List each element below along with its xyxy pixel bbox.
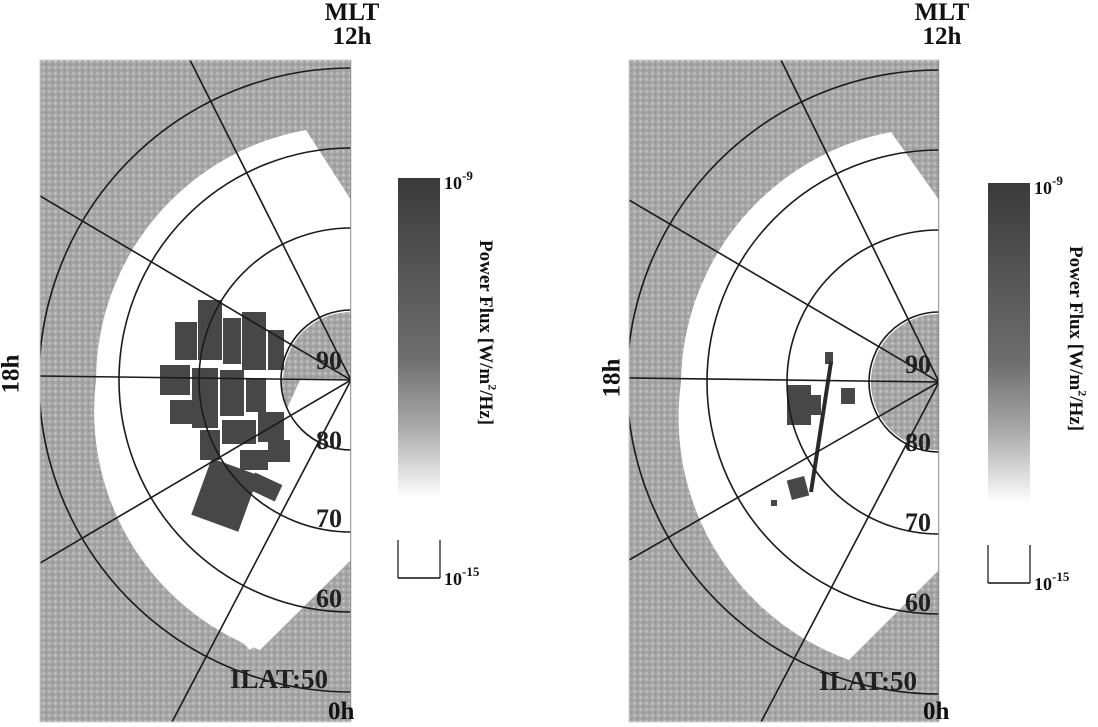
data-patch — [160, 365, 190, 395]
map-area — [629, 60, 939, 722]
data-patch — [170, 400, 192, 424]
colorbar — [988, 183, 1030, 583]
colorbar-min-label: 10-15 — [444, 564, 480, 589]
meridian-16h — [40, 195, 351, 381]
data-patches — [771, 352, 855, 506]
meridian-14h — [189, 60, 351, 381]
lat-circle-60 — [118, 147, 351, 613]
grid — [40, 60, 351, 722]
data-patch — [223, 318, 241, 364]
mlt-12h-label: 12h — [332, 23, 372, 50]
lat-label-80: 80 — [316, 426, 342, 455]
left-panel: MLT 12h 18h 0h 90 80 70 60 ILAT:50 10-9 … — [0, 0, 500, 725]
grid — [629, 60, 939, 722]
data-patch — [268, 330, 284, 370]
lat-circle-60 — [706, 149, 939, 615]
right-panel: MLT 12h 18h 0h 90 80 70 60 ILAT:50 10-9 … — [549, 0, 1098, 727]
mlt-18h-label: 18h — [598, 358, 626, 398]
map-frame — [39, 59, 352, 723]
mlt-0h-label: 0h — [923, 698, 950, 725]
meridian-20h — [629, 381, 939, 561]
meridian-22h — [760, 381, 939, 722]
mlt-title: MLT — [914, 0, 970, 26]
lat-circle-80 — [280, 309, 351, 451]
meridian-18h — [629, 377, 939, 383]
lat-label-70: 70 — [905, 508, 931, 537]
lat-label-60: 60 — [316, 584, 342, 613]
data-patch — [191, 458, 259, 532]
lat-label-60: 60 — [905, 588, 931, 617]
data-patch — [220, 370, 244, 416]
data-patch — [268, 440, 290, 462]
meridian-14h — [780, 60, 939, 383]
polar-map — [628, 59, 1031, 723]
colorbar-max-label: 10-9 — [1034, 173, 1063, 198]
colorbar-title: Power Flux [W/m2/Hz] — [1065, 246, 1090, 432]
lat-label-90: 90 — [316, 346, 342, 375]
lat-circle-70 — [198, 227, 351, 533]
polar-map — [39, 59, 441, 723]
lat-circle-80 — [868, 311, 939, 453]
data-patch — [246, 378, 266, 412]
data-patch — [771, 500, 777, 506]
lat-label-90: 90 — [905, 350, 931, 379]
data-patch — [787, 385, 811, 425]
mlt-12h-label: 12h — [922, 23, 962, 50]
colorbar-max-label: 10-9 — [444, 168, 473, 193]
data-patch — [242, 312, 266, 370]
ilat-label: ILAT:50 — [819, 666, 918, 696]
meridian-18h — [40, 375, 351, 381]
map-frame — [628, 59, 940, 723]
data-patch — [222, 420, 256, 444]
colorbar-min-label: 10-15 — [1034, 569, 1070, 594]
meridian-22h — [171, 379, 351, 722]
data-patch — [811, 395, 821, 415]
data-patch — [240, 450, 268, 470]
mlt-18h-label: 18h — [0, 354, 25, 394]
data-patch — [786, 476, 810, 500]
mlt-title: MLT — [324, 0, 380, 26]
data-patch — [247, 472, 283, 502]
meridian-20h — [40, 379, 351, 564]
mlt-0h-label: 0h — [328, 698, 355, 725]
colorbar — [398, 178, 440, 578]
meridian-16h — [629, 199, 939, 383]
lat-label-70: 70 — [316, 504, 342, 533]
data-patch — [841, 388, 855, 404]
data-patch — [200, 430, 220, 460]
data-patch — [825, 352, 833, 364]
data-patch — [192, 368, 218, 428]
lat-label-80: 80 — [905, 428, 931, 457]
data-patch — [175, 322, 197, 360]
lat-circle-70 — [786, 229, 939, 535]
colorbar-title: Power Flux [W/m2/Hz] — [475, 240, 500, 426]
ilat-label: ILAT:50 — [230, 664, 329, 694]
